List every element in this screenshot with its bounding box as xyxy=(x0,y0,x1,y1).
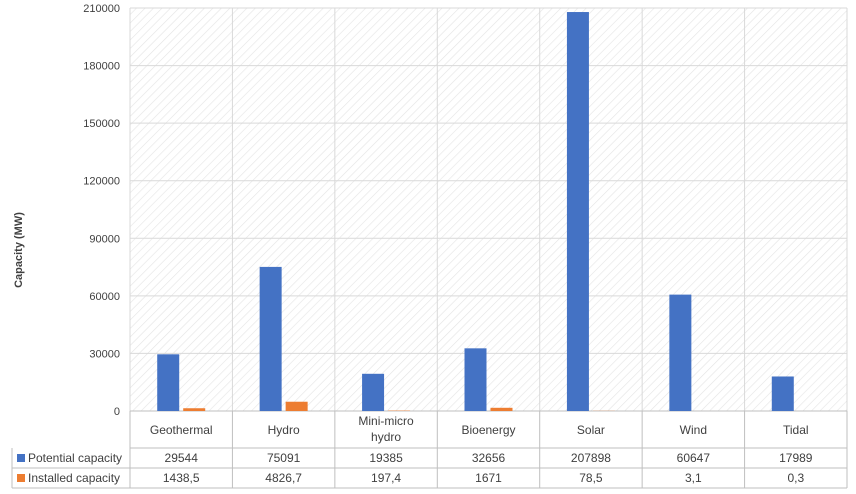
table-cell: 3,1 xyxy=(685,471,702,485)
table-cell: 32656 xyxy=(472,451,506,465)
bar-potential-5 xyxy=(669,294,692,411)
bar-potential-3 xyxy=(464,348,487,411)
bars xyxy=(157,12,820,411)
table-cell: 17989 xyxy=(779,451,813,465)
y-tick-label: 120000 xyxy=(83,176,120,188)
y-tick-label: 180000 xyxy=(83,61,120,73)
table-cell: 1438,5 xyxy=(163,471,200,485)
y-axis-ticks: 0 30000 60000 90000 120000 150000 180000 210000 xyxy=(83,3,120,418)
x-category-label: Wind xyxy=(680,423,707,437)
legend-label: Installed capacity xyxy=(28,471,120,485)
y-tick-label: 90000 xyxy=(89,233,120,245)
y-tick-label: 30000 xyxy=(89,348,120,360)
x-category-label: Bioenergy xyxy=(461,423,515,437)
table-cell: 60647 xyxy=(677,451,711,465)
x-category-label: Solar xyxy=(577,423,605,437)
legend-swatch xyxy=(17,474,25,482)
legend-swatch xyxy=(17,454,25,462)
data-table: Geothermal Hydro Mini-micro hydro Bioenergy S… xyxy=(11,411,848,489)
bar-installed-1 xyxy=(285,401,308,411)
table-cell: 19385 xyxy=(369,451,403,465)
y-tick-label: 210000 xyxy=(83,3,120,15)
y-tick-label: 0 xyxy=(114,406,120,418)
x-category-label: Mini-micro hydro xyxy=(358,414,414,444)
table-cell: 78,5 xyxy=(579,471,603,485)
table-cell: 207898 xyxy=(571,451,611,465)
y-tick-label: 150000 xyxy=(83,118,120,130)
x-category-label: Hydro xyxy=(268,423,300,437)
table-cell: 0,3 xyxy=(787,471,804,485)
bar-installed-0 xyxy=(183,408,206,411)
legend-label: Potential capacity xyxy=(28,451,122,465)
x-category-label: Tidal xyxy=(783,423,809,437)
table-cell: 4826,7 xyxy=(265,471,302,485)
plot-area xyxy=(130,8,847,411)
table-cell: 29544 xyxy=(165,451,199,465)
table-cell: 75091 xyxy=(267,451,301,465)
bar-potential-1 xyxy=(259,266,282,411)
bar-potential-0 xyxy=(157,354,180,411)
bar-potential-2 xyxy=(362,373,385,411)
y-tick-label: 60000 xyxy=(89,291,120,303)
bar-potential-4 xyxy=(566,12,589,411)
bar-potential-6 xyxy=(771,376,794,411)
x-category-label: Geothermal xyxy=(150,423,213,437)
table-cell: 197,4 xyxy=(371,471,401,485)
gridlines xyxy=(129,7,848,412)
bar-installed-3 xyxy=(490,407,513,411)
table-cell: 1671 xyxy=(475,471,502,485)
